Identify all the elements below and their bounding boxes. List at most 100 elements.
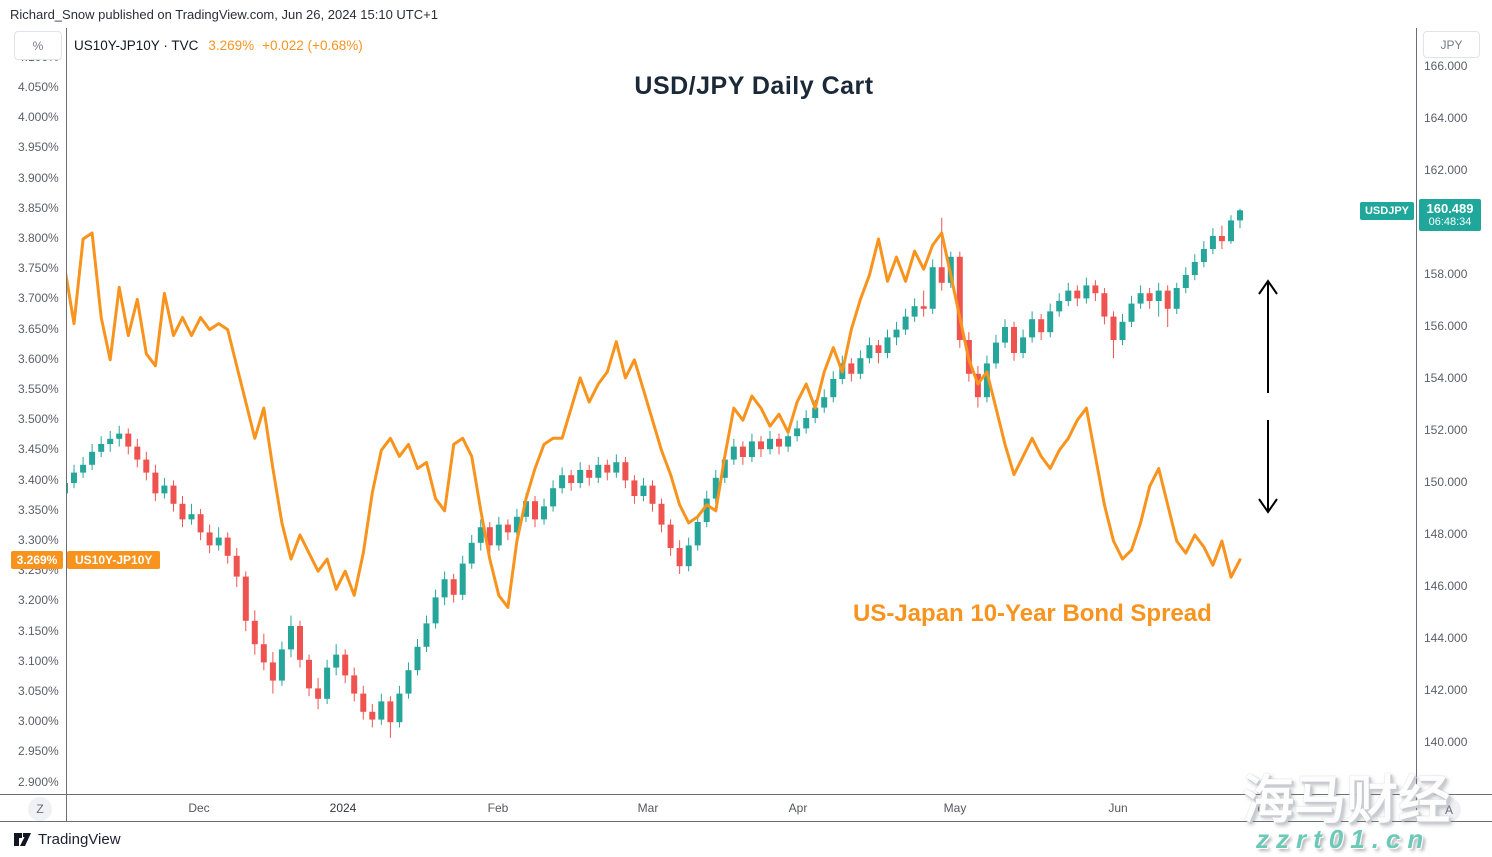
left-axis-tick: 3.450% <box>18 442 59 457</box>
tradingview-logo-icon[interactable] <box>14 832 34 848</box>
candle <box>1173 288 1180 309</box>
candle <box>116 433 123 439</box>
right-axis-tick: 154.000 <box>1424 371 1468 385</box>
series-legend[interactable]: US10Y-JP10Y · TVC 3.269% +0.022 (+0.68%) <box>74 38 363 53</box>
left-axis-tick: 3.100% <box>18 653 59 668</box>
left-axis-tick: 3.800% <box>18 231 59 245</box>
candle <box>197 514 204 533</box>
left-axis-tick: 2.950% <box>18 744 59 759</box>
legend-symbol: US10Y-JP10Y · TVC <box>74 38 199 53</box>
candle <box>1209 236 1216 249</box>
candle <box>640 485 647 496</box>
candle <box>956 256 963 340</box>
candle <box>269 662 276 681</box>
left-axis-tick: 2.900% <box>18 774 59 789</box>
right-axis-tick: 152.000 <box>1424 423 1468 437</box>
candle <box>721 459 728 478</box>
time-axis-label: Jun <box>1108 801 1128 815</box>
left-axis-tick: 3.150% <box>18 623 59 638</box>
candle <box>297 626 303 660</box>
left-axis-tick: 3.950% <box>18 140 59 155</box>
right-axis-tick: 140.000 <box>1424 735 1468 749</box>
candle <box>71 472 77 483</box>
candle <box>568 475 575 483</box>
candle <box>920 306 927 309</box>
spread-series-tag: US10Y-JP10Y <box>67 551 161 569</box>
candle <box>1155 290 1162 301</box>
candle <box>730 446 737 460</box>
candle <box>848 363 855 374</box>
candle <box>794 428 801 437</box>
candle <box>450 579 457 595</box>
candle <box>215 537 222 546</box>
candle <box>1137 293 1144 304</box>
candle <box>541 506 547 520</box>
candle <box>649 485 656 504</box>
candle <box>821 397 828 408</box>
right-axis-tick: 164.000 <box>1424 111 1468 125</box>
candle <box>911 306 918 317</box>
candle <box>993 342 999 364</box>
left-axis-tick: 3.550% <box>18 382 59 396</box>
candle <box>604 464 611 473</box>
candle <box>767 438 773 450</box>
candle <box>974 373 981 398</box>
candle <box>803 418 810 429</box>
footer: TradingView <box>0 822 1492 857</box>
tradingview-brand-link[interactable]: TradingView <box>38 831 121 848</box>
right-price-axis[interactable]: 160.489 06:48:34 166.000 164.000 162.000 16… <box>1417 28 1492 795</box>
candle <box>550 488 557 507</box>
right-axis-tick: 158.000 <box>1424 267 1468 281</box>
left-axis-tick: 3.500% <box>18 412 59 427</box>
left-price-axis[interactable]: 3.269% 4.100%4.050%4.000%3.950%3.900%3.8… <box>0 28 66 795</box>
candle <box>1083 285 1090 299</box>
legend-last-value: 3.269% <box>208 38 255 53</box>
left-axis-tick: 4.050% <box>18 80 59 94</box>
candle <box>143 459 150 473</box>
auto-scale-button[interactable]: A <box>1437 798 1461 822</box>
candle <box>622 462 629 481</box>
candle <box>251 620 258 645</box>
candle <box>179 503 186 520</box>
candle <box>902 316 909 330</box>
candle <box>1038 319 1045 333</box>
candle <box>134 446 141 460</box>
time-axis[interactable]: Dec 2024 Feb Mar Apr May Jun Jul <box>0 795 1492 822</box>
time-axis-label: May <box>943 801 967 815</box>
down-arrow <box>1258 498 1278 514</box>
candle <box>532 501 538 520</box>
candle <box>1200 249 1207 262</box>
candle <box>703 498 710 522</box>
time-axis-label: Jul <box>1251 801 1267 815</box>
candle <box>938 267 945 283</box>
timezone-button[interactable]: Z <box>28 797 52 821</box>
percent-scale-button[interactable]: % <box>14 31 62 60</box>
candle <box>1119 321 1126 340</box>
candle <box>1228 220 1234 242</box>
right-axis-tick: 146.000 <box>1424 579 1468 593</box>
candle <box>1110 316 1117 340</box>
candle <box>342 654 349 676</box>
candle <box>929 267 936 309</box>
candle <box>351 675 358 694</box>
candle <box>387 701 394 723</box>
right-axis-tick: 148.000 <box>1424 527 1468 541</box>
candle <box>242 576 249 621</box>
candle <box>830 379 837 398</box>
candle <box>477 527 484 543</box>
candle <box>884 337 891 353</box>
candle <box>206 532 213 546</box>
jpy-scale-button[interactable]: JPY <box>1423 31 1480 58</box>
right-axis-tick: 162.000 <box>1424 163 1468 177</box>
time-axis-label: Feb <box>487 801 509 815</box>
candle <box>893 329 900 338</box>
candle <box>459 563 466 595</box>
candle <box>1164 290 1171 309</box>
candle <box>98 444 105 452</box>
candle <box>676 548 683 567</box>
candle <box>1182 275 1189 288</box>
candle <box>559 475 566 489</box>
candle <box>1074 290 1081 299</box>
